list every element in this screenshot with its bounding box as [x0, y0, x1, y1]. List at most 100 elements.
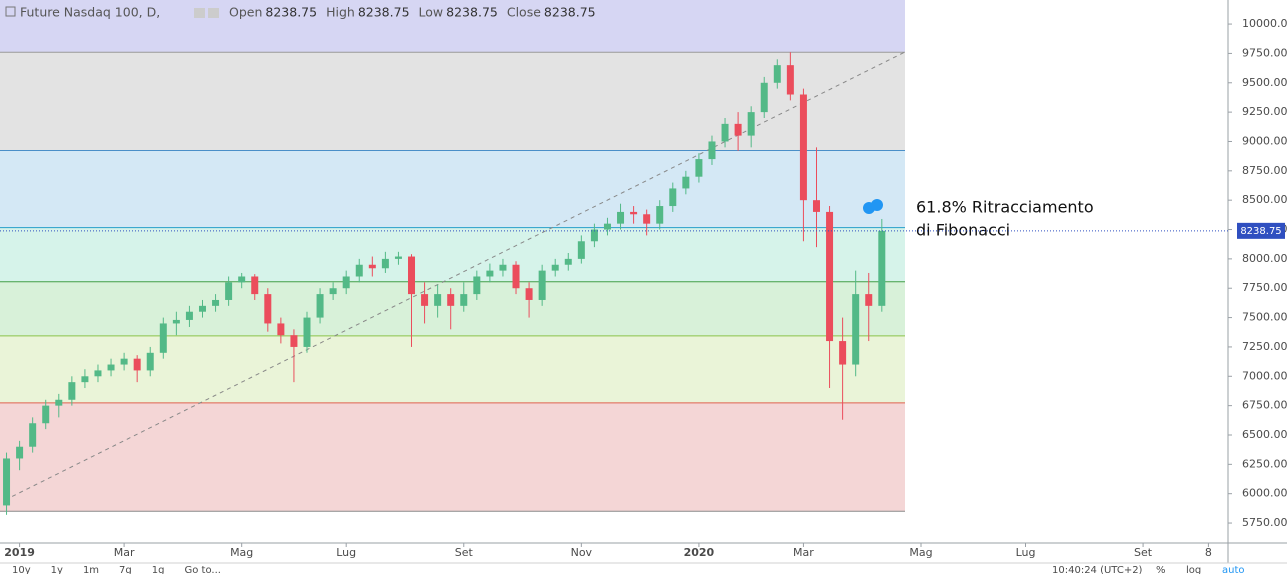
candle-body	[3, 458, 11, 506]
y-tick-label: 5750.00	[1242, 516, 1287, 529]
annotation: di Fibonacci	[916, 221, 1010, 240]
fib-band	[0, 52, 905, 151]
clock: 10:40:24 (UTC+2)	[1052, 565, 1143, 574]
candle-body	[812, 200, 820, 212]
range-button[interactable]: Go to...	[184, 565, 220, 576]
last-price-box	[1237, 222, 1285, 239]
candle-body	[695, 159, 703, 177]
range-button[interactable]: 1g	[152, 565, 165, 576]
candle-body	[381, 258, 389, 269]
candle-body	[68, 382, 76, 400]
candles	[3, 52, 886, 515]
candle-body	[839, 341, 847, 365]
candle-body	[760, 82, 768, 113]
x-tick-label: Lug	[336, 546, 356, 559]
ohlc-name: Low	[419, 5, 444, 20]
candle-body	[721, 123, 729, 142]
fib-band	[0, 402, 905, 512]
candle-body	[656, 206, 664, 224]
icon[interactable]	[194, 8, 205, 18]
candle-body	[368, 264, 376, 269]
y-tick-label: 7000.00	[1242, 369, 1287, 382]
candle-body	[747, 112, 755, 136]
candle-body	[264, 294, 272, 324]
candle-body	[734, 123, 742, 136]
candle-body	[16, 446, 24, 459]
x-tick-label: Set	[1134, 546, 1153, 559]
candle-body	[603, 223, 611, 230]
ohlc-name: Close	[507, 5, 541, 20]
y-tick-label: 10000.00	[1242, 17, 1287, 30]
collapse-icon[interactable]	[5, 6, 16, 17]
fib-band	[0, 227, 905, 282]
candle-body	[42, 405, 50, 424]
y-tick-label: 6500.00	[1242, 428, 1287, 441]
candle-body	[577, 241, 585, 259]
ohlc-name: Open	[229, 5, 262, 20]
candle-body	[669, 188, 677, 207]
event-icon[interactable]	[871, 199, 883, 211]
option-button[interactable]: %	[1156, 565, 1166, 576]
candle-body	[172, 319, 180, 324]
fib-band	[0, 150, 905, 228]
candle-body	[55, 399, 63, 406]
symbol: Future Nasdaq 100, D,	[20, 5, 160, 20]
last-price-label: 8238.75	[1240, 226, 1281, 237]
x-tick-label: Nov	[571, 546, 593, 559]
y-tick-label: 8000.00	[1242, 252, 1287, 265]
y-tick-label: 7500.00	[1242, 311, 1287, 324]
candle-body	[120, 358, 128, 365]
candle-body	[460, 294, 468, 306]
candle-body	[342, 276, 350, 289]
y-tick-label: 7750.00	[1242, 281, 1287, 294]
candle-body	[316, 294, 324, 318]
candle-body	[81, 376, 89, 383]
icon[interactable]	[208, 8, 219, 18]
range-button[interactable]: 7g	[119, 565, 132, 576]
x-tick-label: Mar	[793, 546, 814, 559]
candle-body	[512, 264, 520, 289]
y-axis-panel	[1228, 0, 1287, 543]
candle-body	[290, 335, 298, 347]
ohlc-value: 8238.75	[446, 5, 498, 20]
candle-body	[826, 211, 834, 342]
x-tick-label: Mag	[909, 546, 932, 559]
candle-body	[447, 294, 455, 306]
candle-body	[486, 270, 494, 277]
ohlc-value: 8238.75	[358, 5, 410, 20]
candle-body	[394, 256, 402, 259]
candle-body	[551, 264, 559, 271]
range-button[interactable]: 1m	[83, 565, 99, 576]
range-button[interactable]: 1y	[51, 565, 63, 576]
x-tick-label: Set	[455, 546, 474, 559]
range-button[interactable]: 10y	[12, 565, 31, 576]
candle-body	[355, 264, 363, 277]
ohlc-value: 8238.75	[265, 5, 317, 20]
option-button[interactable]: log	[1186, 565, 1201, 576]
candle-body	[277, 323, 285, 336]
y-tick-label: 9750.00	[1242, 46, 1287, 59]
candle-body	[29, 423, 37, 447]
candle-body	[617, 211, 625, 224]
option-button[interactable]: auto	[1222, 565, 1245, 576]
fib-bands	[0, 0, 905, 512]
candle-body	[159, 323, 167, 353]
x-tick-label: 2019	[4, 546, 35, 559]
candle-body	[499, 264, 507, 271]
candle-body	[434, 294, 442, 306]
y-tick-label: 6750.00	[1242, 399, 1287, 412]
x-tick-label: Mar	[114, 546, 135, 559]
y-tick-label: 9500.00	[1242, 76, 1287, 89]
x-tick-label: Mag	[230, 546, 253, 559]
y-tick-label: 6000.00	[1242, 487, 1287, 500]
y-tick-label: 9000.00	[1242, 134, 1287, 147]
ohlc-value: 8238.75	[544, 5, 596, 20]
x-tick-label: 2020	[684, 546, 715, 559]
candle-body	[643, 214, 651, 224]
candle-body	[225, 282, 233, 300]
ohlc-name: High	[326, 5, 355, 20]
candle-body	[107, 364, 115, 371]
candle-body	[238, 276, 246, 283]
candle-body	[185, 311, 193, 320]
